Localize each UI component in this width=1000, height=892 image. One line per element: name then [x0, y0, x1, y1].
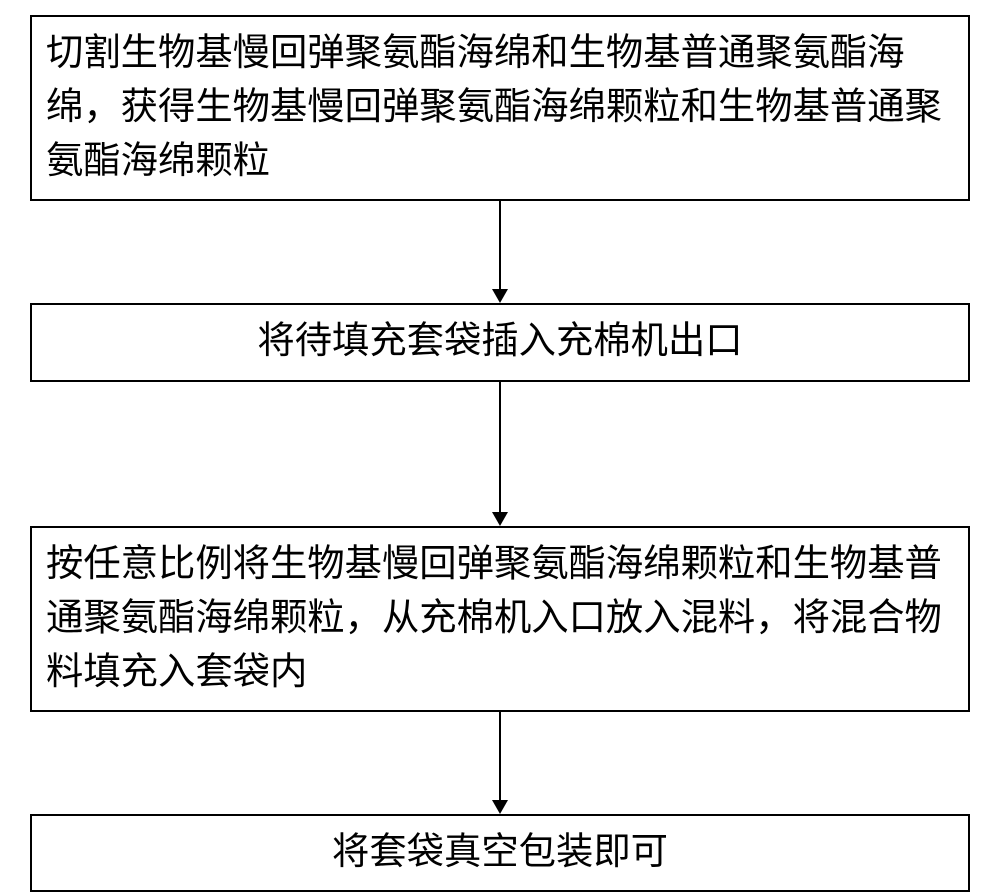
flow-node-3-text: 按任意比例将生物基慢回弹聚氨酯海绵颗粒和生物基普通聚氨酯海绵颗粒，从充棉机入口放…: [46, 544, 942, 693]
flow-node-2-text: 将待填充套袋插入充棉机出口: [257, 321, 742, 362]
flow-arrow-2: [492, 382, 508, 526]
arrow-head-down-icon: [492, 512, 508, 526]
flow-arrow-3: [492, 712, 508, 814]
arrow-head-down-icon: [492, 289, 508, 303]
flow-node-1: 切割生物基慢回弹聚氨酯海绵和生物基普通聚氨酯海绵，获得生物基慢回弹聚氨酯海绵颗粒…: [30, 15, 970, 201]
flow-node-3: 按任意比例将生物基慢回弹聚氨酯海绵颗粒和生物基普通聚氨酯海绵颗粒，从充棉机入口放…: [30, 526, 970, 712]
flow-node-1-text: 切割生物基慢回弹聚氨酯海绵和生物基普通聚氨酯海绵，获得生物基慢回弹聚氨酯海绵颗粒…: [46, 33, 942, 182]
arrow-head-down-icon: [492, 800, 508, 814]
flow-arrow-1: [492, 201, 508, 303]
flow-node-2: 将待填充套袋插入充棉机出口: [30, 303, 970, 381]
arrow-shaft: [499, 201, 501, 289]
flowchart-container: 切割生物基慢回弹聚氨酯海绵和生物基普通聚氨酯海绵，获得生物基慢回弹聚氨酯海绵颗粒…: [20, 15, 980, 892]
arrow-shaft: [499, 712, 501, 800]
flow-node-4-text: 将套袋真空包装即可: [332, 832, 668, 873]
arrow-shaft: [499, 382, 501, 512]
flow-node-4: 将套袋真空包装即可: [30, 814, 970, 892]
